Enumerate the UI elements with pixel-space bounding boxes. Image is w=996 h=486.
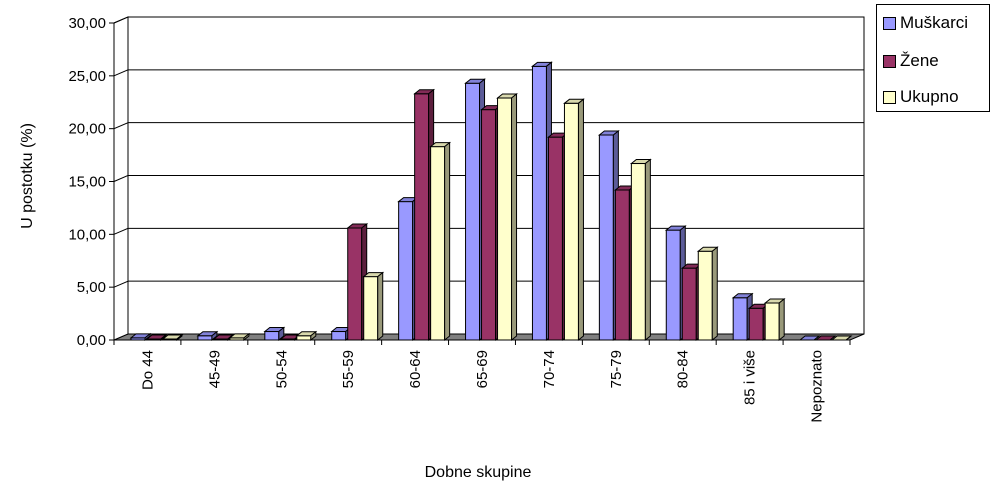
y-tick-label: 25,00 [68, 68, 106, 85]
bar-side [511, 92, 518, 342]
axes [109, 22, 851, 345]
legend-label-ukupno: Ukupno [900, 87, 959, 106]
bar [429, 141, 452, 342]
bar-front [614, 189, 630, 341]
bar-side [778, 297, 785, 342]
x-tick-label: 50-54 [273, 350, 290, 388]
x-tick-label: 65-69 [474, 350, 491, 388]
x-tick-label: 80-84 [675, 350, 692, 388]
gridline-side [113, 175, 129, 182]
bar-front [665, 229, 681, 341]
x-tick-label: 85 i više [742, 350, 759, 405]
y-axis-label: U postotku (%) [19, 123, 36, 229]
x-tick-label: Nepoznato [809, 350, 826, 423]
bar-front [630, 163, 646, 341]
bar-front [748, 307, 764, 341]
y-tick-label: 10,00 [68, 226, 106, 243]
bar-front [481, 109, 497, 341]
bar-front [398, 201, 414, 341]
bar [295, 330, 318, 342]
legend-swatch-zene [883, 54, 896, 68]
bar-front [497, 97, 513, 341]
bar-front [547, 136, 563, 341]
bar-side [310, 330, 317, 342]
bar-side [845, 335, 852, 341]
bar-front [347, 227, 363, 341]
legend-item-ukupno: Ukupno [883, 85, 959, 109]
bar-front [197, 335, 213, 341]
x-axis-label: Dobne skupine [425, 464, 532, 481]
bar-side [644, 158, 651, 342]
x-tick-label: 45-49 [206, 350, 223, 388]
x-tick-label: 55-59 [340, 350, 357, 388]
bar-side [813, 335, 820, 341]
bar-front [764, 302, 780, 341]
legend-swatch-ukupno [883, 90, 896, 104]
bar-side [711, 246, 718, 342]
bar-side [577, 98, 584, 342]
legend-swatch-muskarci [883, 16, 896, 30]
bar-front [465, 82, 481, 341]
bar-front [331, 331, 347, 341]
bar-front [732, 297, 748, 341]
bars [129, 61, 853, 342]
y-tick-label: 30,00 [68, 15, 106, 32]
bar [664, 225, 687, 342]
bar [212, 333, 235, 342]
x-tick-label: 60-64 [407, 350, 424, 388]
y-tick-label: 0,00 [77, 332, 106, 349]
gridline-side [113, 227, 129, 235]
bar-front [531, 65, 547, 341]
y-tick-label: 20,00 [68, 121, 106, 138]
bar [563, 98, 585, 342]
bar-front [563, 102, 579, 341]
bar [496, 92, 518, 342]
bar [362, 271, 385, 342]
gridline-side [113, 280, 129, 288]
bar-front [296, 335, 312, 341]
bar-front [681, 267, 697, 341]
bar-side [444, 141, 451, 342]
bar-side [243, 332, 250, 342]
bar-front [363, 276, 379, 341]
bar [161, 333, 184, 342]
y-tick-label: 15,00 [68, 174, 106, 191]
legend-item-zene: Žene [883, 49, 939, 73]
legend-label-zene: Žene [900, 51, 939, 70]
bar [196, 330, 219, 342]
bar [629, 158, 652, 342]
bar [228, 332, 251, 342]
bar [263, 326, 286, 342]
y-tick-labels: 0,00 5,00 10,00 15,00 20,00 25,00 30,00 [68, 15, 106, 349]
x-tick-labels: Do 44 45-49 50-54 55-59 60-64 65-69 70-74 75-79… [139, 350, 825, 423]
bar-front [598, 134, 614, 341]
bar-front [430, 146, 446, 341]
gridline-side [113, 16, 129, 24]
x-tick-label: 75-79 [608, 350, 625, 388]
legend: Muškarci Žene Ukupno [876, 4, 990, 112]
legend-label-muskarci: Muškarci [900, 13, 969, 32]
bar-front [264, 331, 280, 341]
gridline-side [113, 69, 129, 77]
x-tick-label: 70-74 [541, 350, 558, 388]
bar [696, 246, 719, 342]
bar-side [377, 271, 384, 342]
x-tick-label: Do 44 [139, 350, 156, 390]
bar-front [414, 93, 430, 341]
bar-front [697, 250, 713, 341]
gridline-side [113, 122, 129, 130]
bar [763, 297, 786, 342]
legend-item-muskarci: Muškarci [883, 11, 968, 35]
bar-side [829, 335, 836, 341]
y-tick-label: 5,00 [77, 279, 106, 296]
bar [145, 333, 168, 342]
